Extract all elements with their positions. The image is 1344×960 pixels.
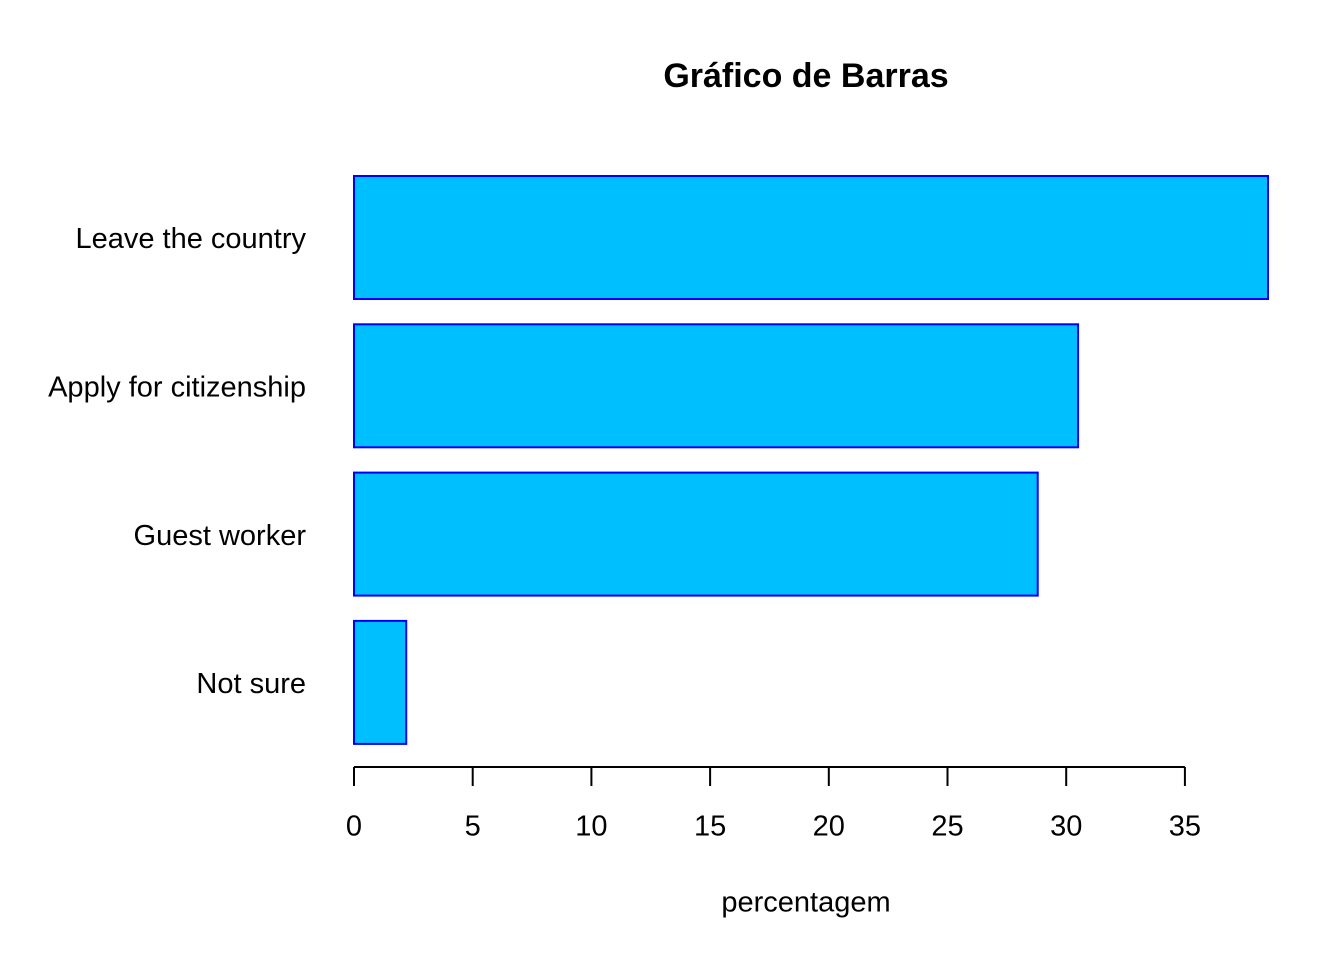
bar (353, 471, 1039, 597)
x-axis-label: percentagem (721, 887, 890, 919)
y-tick-label: Guest worker (134, 520, 307, 552)
y-tick-label: Apply for citizenship (48, 371, 306, 403)
x-tick-label: 15 (694, 811, 726, 843)
x-tick-label: 10 (575, 811, 607, 843)
bar (353, 175, 1269, 300)
y-tick-label: Not sure (196, 668, 306, 700)
chart-title: Gráfico de Barras (663, 57, 948, 95)
bar (353, 619, 408, 745)
x-tick-label: 5 (465, 811, 481, 843)
x-tick-label: 0 (346, 811, 362, 843)
x-tick-label: 25 (931, 811, 963, 843)
y-tick-label: Leave the country (75, 223, 306, 255)
x-tick-label: 35 (1169, 811, 1201, 843)
bar (353, 323, 1080, 449)
x-tick-label: 20 (813, 811, 845, 843)
x-tick-label: 30 (1050, 811, 1082, 843)
